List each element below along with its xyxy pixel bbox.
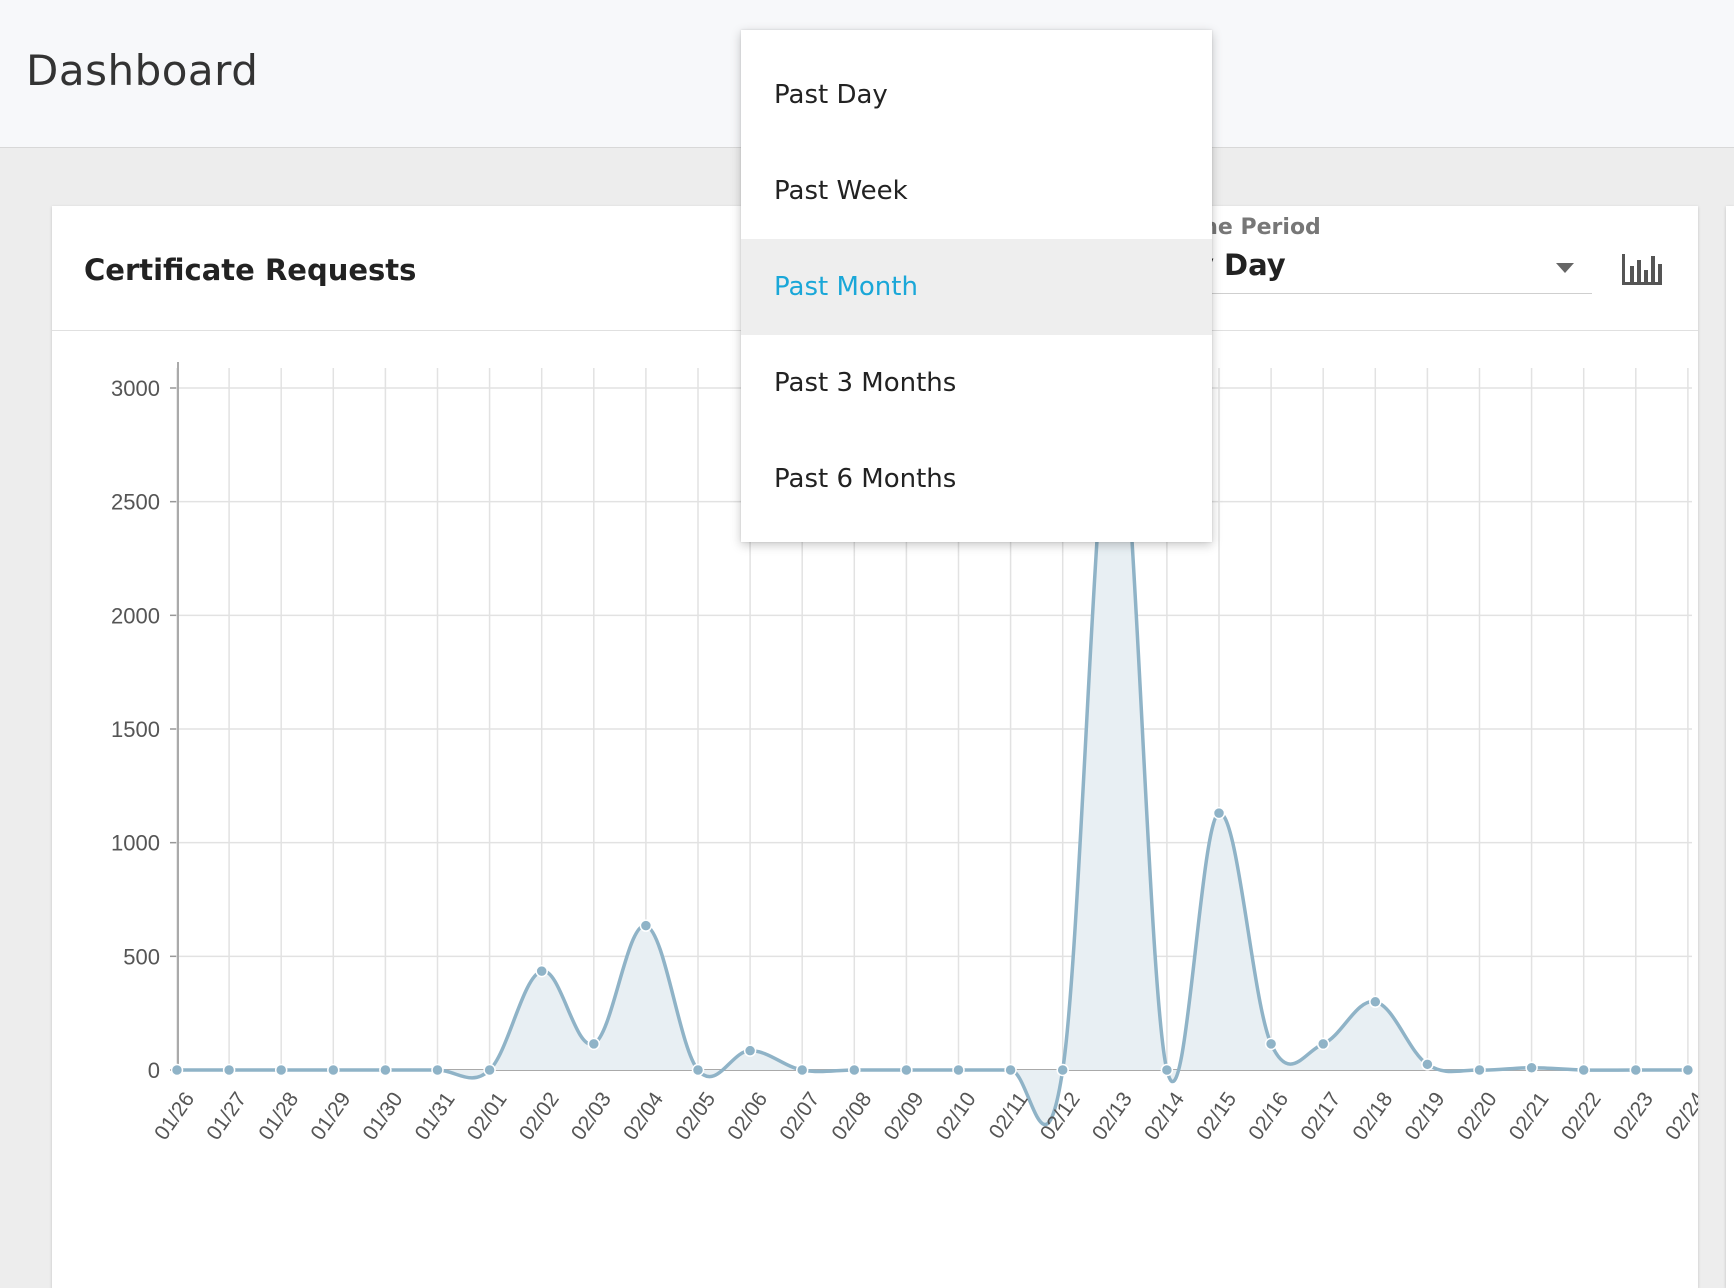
data-point <box>274 1063 288 1077</box>
time-period-dropdown: Past Day Past Week Past Month Past 3 Months… <box>741 30 1212 542</box>
x-tick-label: 02/24 <box>1661 1088 1698 1145</box>
data-point <box>743 1044 757 1057</box>
data-point <box>639 919 653 932</box>
data-point <box>1473 1063 1486 1077</box>
x-tick-label: 02/16 <box>1244 1088 1293 1144</box>
y-tick-label: 500 <box>123 944 160 969</box>
data-point <box>1004 1063 1017 1077</box>
x-tick-label: 02/03 <box>567 1088 616 1144</box>
x-tick-label: 01/27 <box>202 1088 251 1144</box>
x-tick-label: 02/22 <box>1557 1088 1606 1144</box>
data-point <box>170 1063 184 1077</box>
x-tick-label: 02/01 <box>463 1088 512 1144</box>
data-point <box>1160 1063 1174 1077</box>
card-title: Certificate Requests <box>84 253 417 287</box>
y-tick-label: 2500 <box>111 490 160 515</box>
x-tick-label: 02/10 <box>932 1088 981 1144</box>
dropdown-option-past-6-months[interactable]: Past 6 Months <box>774 464 957 494</box>
x-tick-label: 02/13 <box>1088 1088 1137 1144</box>
page-title: Dashboard <box>26 46 259 95</box>
data-point <box>222 1063 236 1077</box>
data-point <box>1681 1063 1695 1077</box>
x-tick-label: 02/18 <box>1348 1088 1397 1144</box>
x-tick-label: 02/21 <box>1505 1088 1554 1144</box>
x-tick-label: 02/23 <box>1609 1088 1658 1144</box>
x-tick-label: 02/09 <box>880 1088 929 1144</box>
x-tick-label: 02/04 <box>619 1088 668 1145</box>
dropdown-option-past-3-months[interactable]: Past 3 Months <box>774 368 957 398</box>
y-tick-label: 3000 <box>111 376 160 401</box>
y-tick-label: 1500 <box>111 717 160 742</box>
data-point <box>952 1063 965 1077</box>
x-tick-label: 02/05 <box>671 1088 720 1144</box>
x-tick-label: 02/19 <box>1401 1088 1450 1144</box>
y-tick-label: 2000 <box>111 603 160 628</box>
data-point <box>1264 1037 1278 1051</box>
data-point <box>795 1063 809 1077</box>
chevron-down-icon[interactable] <box>1556 263 1574 273</box>
dropdown-option-past-week[interactable]: Past Week <box>774 176 908 206</box>
data-point <box>691 1063 705 1077</box>
x-tick-label: 02/02 <box>515 1088 564 1144</box>
data-point <box>848 1063 861 1077</box>
data-point <box>535 964 548 978</box>
data-point <box>379 1063 392 1077</box>
data-point <box>431 1063 444 1077</box>
data-point <box>587 1037 601 1051</box>
data-point <box>1212 806 1226 820</box>
x-tick-label: 02/11 <box>985 1088 1033 1143</box>
bar-chart-icon[interactable] <box>1620 250 1664 286</box>
time-period-label: me Period <box>1195 215 1321 240</box>
data-point <box>483 1063 496 1077</box>
time-period-select[interactable]: y Day <box>1195 248 1592 294</box>
data-point <box>1369 995 1382 1009</box>
data-point <box>1525 1061 1538 1074</box>
dropdown-option-past-day[interactable]: Past Day <box>774 80 888 110</box>
x-tick-label: 02/06 <box>723 1088 772 1144</box>
next-card-edge <box>1726 206 1734 1288</box>
x-tick-label: 01/28 <box>254 1088 303 1144</box>
x-tick-label: 01/26 <box>150 1088 199 1144</box>
x-tick-label: 02/08 <box>827 1088 876 1144</box>
data-point <box>1629 1063 1643 1077</box>
data-point <box>900 1063 913 1077</box>
y-tick-label: 1000 <box>111 831 160 856</box>
data-point <box>327 1063 340 1077</box>
data-point <box>1421 1058 1434 1071</box>
x-tick-label: 02/15 <box>1192 1088 1241 1144</box>
data-point <box>1056 1063 1069 1077</box>
x-tick-label: 02/17 <box>1296 1088 1345 1144</box>
x-tick-label: 02/14 <box>1140 1088 1189 1145</box>
x-tick-label: 01/31 <box>411 1088 460 1144</box>
dropdown-option-past-month[interactable]: Past Month <box>741 239 1212 335</box>
x-tick-label: 02/07 <box>775 1088 824 1144</box>
x-tick-label: 01/30 <box>359 1088 408 1144</box>
x-tick-label: 02/20 <box>1453 1088 1502 1144</box>
certificate-requests-card: Certificate Requests me Period y Day <box>52 206 1698 1288</box>
x-tick-label: 01/29 <box>306 1088 355 1144</box>
data-point <box>1577 1063 1590 1077</box>
data-point <box>1316 1037 1330 1051</box>
series-line <box>177 386 1688 1127</box>
y-tick-label: 0 <box>148 1058 160 1083</box>
